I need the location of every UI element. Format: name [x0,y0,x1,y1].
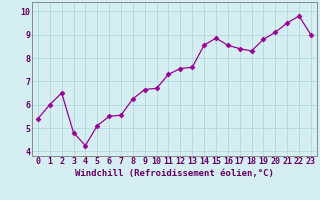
X-axis label: Windchill (Refroidissement éolien,°C): Windchill (Refroidissement éolien,°C) [75,169,274,178]
